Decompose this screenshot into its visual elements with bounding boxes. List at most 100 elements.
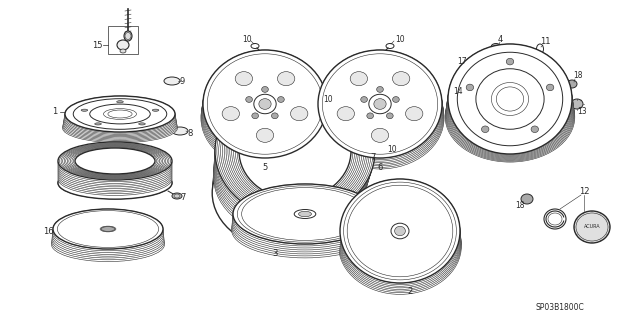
Ellipse shape: [317, 60, 443, 164]
Ellipse shape: [52, 222, 164, 258]
Ellipse shape: [95, 123, 101, 125]
Ellipse shape: [374, 99, 386, 109]
Ellipse shape: [232, 199, 378, 256]
Text: 10: 10: [395, 34, 405, 43]
Text: 11: 11: [540, 38, 550, 47]
Ellipse shape: [81, 109, 88, 111]
Ellipse shape: [222, 107, 239, 121]
Ellipse shape: [222, 89, 367, 213]
Ellipse shape: [65, 96, 175, 132]
Ellipse shape: [406, 107, 423, 121]
Ellipse shape: [521, 194, 533, 204]
Ellipse shape: [339, 195, 461, 293]
Ellipse shape: [317, 52, 442, 160]
Ellipse shape: [214, 98, 372, 227]
Ellipse shape: [235, 72, 253, 86]
Ellipse shape: [291, 107, 308, 121]
Ellipse shape: [252, 113, 259, 119]
Ellipse shape: [232, 202, 378, 258]
Ellipse shape: [316, 64, 444, 167]
Ellipse shape: [339, 192, 461, 291]
Ellipse shape: [72, 147, 158, 175]
Ellipse shape: [350, 72, 367, 86]
Ellipse shape: [51, 227, 164, 262]
Ellipse shape: [215, 83, 375, 219]
Ellipse shape: [224, 91, 366, 211]
Ellipse shape: [232, 197, 378, 254]
Ellipse shape: [259, 99, 271, 109]
Text: 4: 4: [497, 34, 502, 43]
Ellipse shape: [58, 144, 172, 182]
Ellipse shape: [201, 67, 329, 169]
Ellipse shape: [447, 56, 573, 158]
Ellipse shape: [214, 90, 373, 223]
Ellipse shape: [214, 112, 369, 235]
Ellipse shape: [58, 156, 172, 190]
Ellipse shape: [339, 190, 461, 289]
Ellipse shape: [262, 86, 268, 92]
Ellipse shape: [214, 105, 370, 231]
Text: 10: 10: [242, 34, 252, 43]
Ellipse shape: [466, 84, 474, 91]
Ellipse shape: [392, 97, 399, 102]
Ellipse shape: [58, 146, 172, 183]
Ellipse shape: [53, 209, 163, 249]
Ellipse shape: [391, 223, 409, 239]
Ellipse shape: [392, 72, 410, 86]
Ellipse shape: [58, 211, 159, 248]
Ellipse shape: [246, 97, 252, 102]
Ellipse shape: [323, 54, 438, 154]
Ellipse shape: [124, 31, 132, 41]
Ellipse shape: [65, 100, 175, 134]
Ellipse shape: [254, 94, 276, 114]
Text: 5: 5: [262, 164, 268, 173]
Ellipse shape: [236, 152, 343, 234]
Ellipse shape: [58, 158, 172, 192]
Text: 6: 6: [378, 164, 383, 173]
Text: ACURA: ACURA: [584, 225, 600, 229]
Ellipse shape: [213, 126, 365, 243]
Ellipse shape: [66, 145, 164, 177]
Ellipse shape: [172, 127, 188, 135]
Ellipse shape: [69, 146, 161, 176]
Ellipse shape: [213, 119, 367, 239]
Ellipse shape: [61, 143, 169, 179]
Ellipse shape: [387, 113, 393, 119]
Ellipse shape: [70, 146, 159, 176]
Ellipse shape: [317, 57, 443, 163]
Text: 1: 1: [52, 108, 58, 116]
Ellipse shape: [239, 103, 351, 199]
Ellipse shape: [63, 109, 177, 140]
Ellipse shape: [152, 109, 159, 111]
Ellipse shape: [395, 226, 405, 236]
Ellipse shape: [202, 60, 328, 164]
Ellipse shape: [447, 50, 573, 156]
Text: 13: 13: [577, 108, 587, 116]
Ellipse shape: [237, 186, 372, 242]
Ellipse shape: [207, 54, 323, 154]
Ellipse shape: [104, 108, 136, 119]
Ellipse shape: [574, 211, 610, 243]
Ellipse shape: [448, 44, 572, 154]
Ellipse shape: [547, 84, 554, 91]
Ellipse shape: [233, 187, 377, 246]
Ellipse shape: [339, 198, 461, 294]
Text: 7: 7: [180, 192, 186, 202]
Ellipse shape: [58, 165, 172, 197]
Ellipse shape: [75, 148, 155, 174]
Ellipse shape: [101, 226, 115, 231]
Ellipse shape: [65, 96, 175, 132]
Ellipse shape: [214, 94, 372, 225]
Ellipse shape: [108, 110, 132, 118]
Text: 7: 7: [371, 152, 376, 161]
Text: 10: 10: [387, 145, 397, 153]
Ellipse shape: [52, 217, 164, 254]
Ellipse shape: [318, 50, 442, 158]
Ellipse shape: [58, 163, 172, 196]
Ellipse shape: [58, 151, 172, 187]
Ellipse shape: [458, 52, 563, 146]
Ellipse shape: [237, 101, 353, 201]
Ellipse shape: [100, 226, 116, 232]
Ellipse shape: [234, 98, 356, 204]
Ellipse shape: [90, 104, 150, 124]
